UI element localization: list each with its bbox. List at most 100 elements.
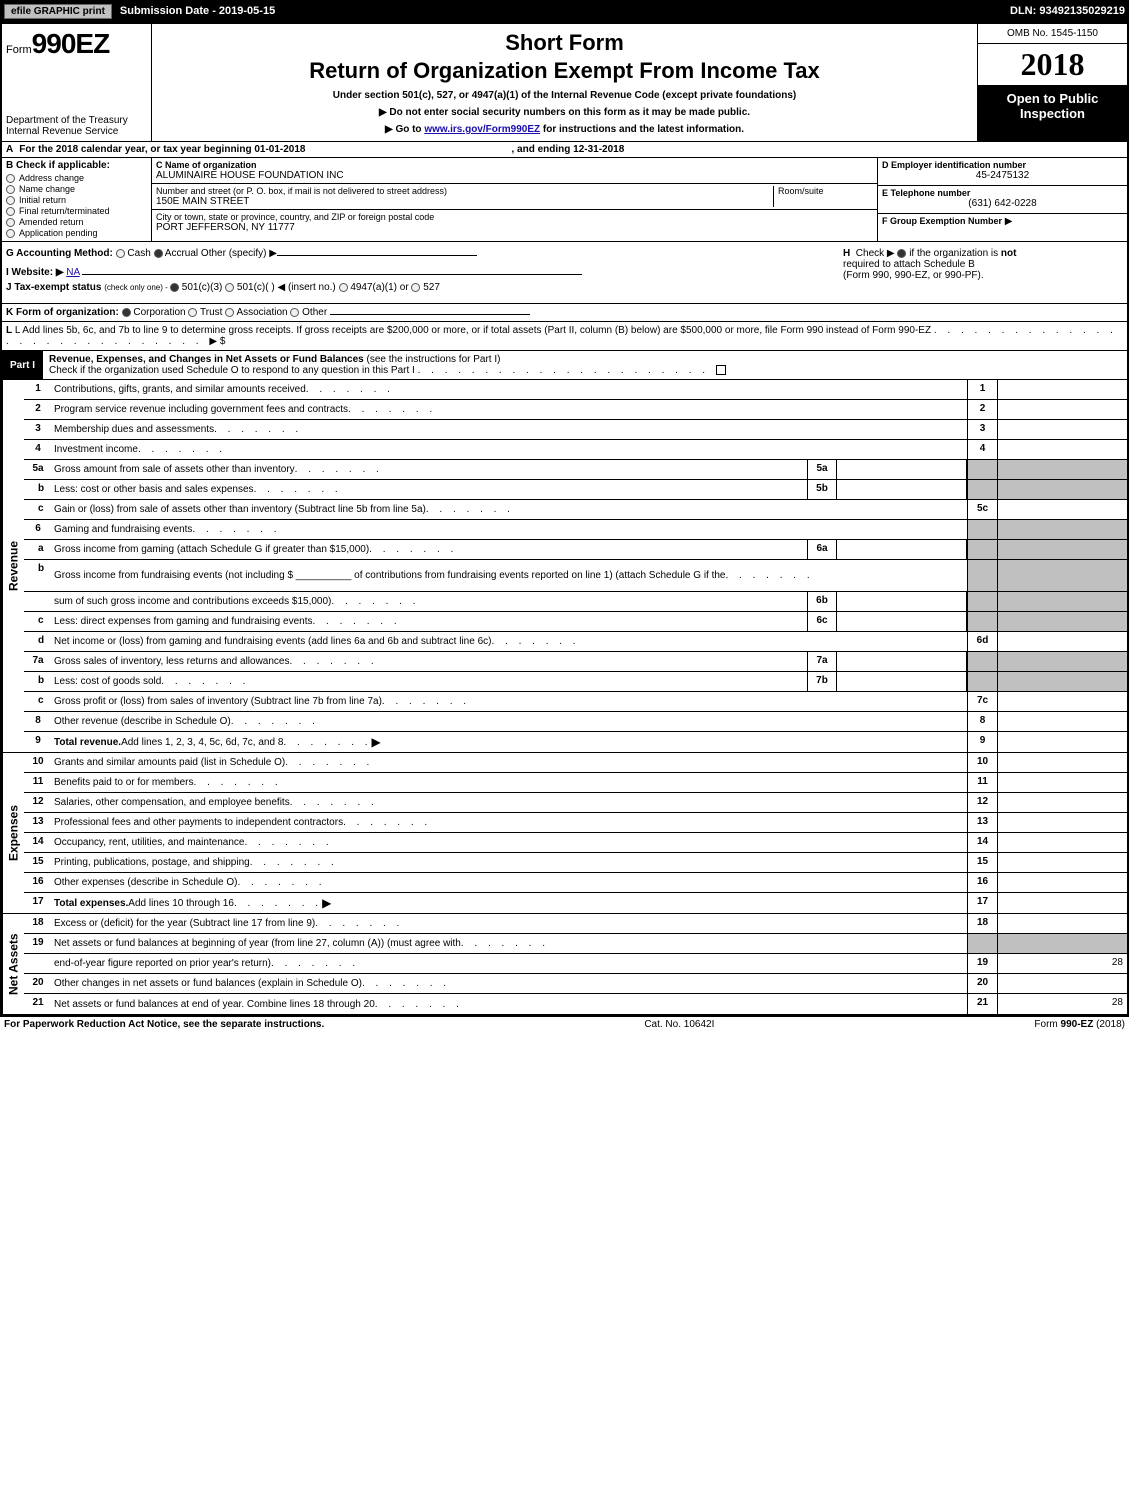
table-row: 16Other expenses (describe in Schedule O… xyxy=(24,873,1127,893)
k-corp-radio[interactable] xyxy=(122,308,131,317)
line-number: 15 xyxy=(24,853,52,872)
k-assoc-radio[interactable] xyxy=(225,308,234,317)
k-trust-radio[interactable] xyxy=(188,308,197,317)
table-row: 12Salaries, other compensation, and empl… xyxy=(24,793,1127,813)
line-number: 7a xyxy=(24,652,52,671)
table-row: 20Other changes in net assets or fund ba… xyxy=(24,974,1127,994)
line-text: Other changes in net assets or fund bala… xyxy=(52,974,967,993)
col-b-header: B Check if applicable: xyxy=(6,160,147,171)
dept-line-1: Department of the Treasury xyxy=(6,115,147,126)
checkbox[interactable] xyxy=(6,207,15,216)
city-label: City or town, state or province, country… xyxy=(156,212,873,222)
j-501c3-radio[interactable] xyxy=(170,283,179,292)
line-text: Gross income from fundraising events (no… xyxy=(52,560,967,591)
line-text: Other revenue (describe in Schedule O) .… xyxy=(52,712,967,731)
line-number: b xyxy=(24,480,52,499)
checkbox[interactable] xyxy=(6,185,15,194)
h-text3: (Form 990, 990-EZ, or 990-PF). xyxy=(843,270,1123,281)
h-not: not xyxy=(1001,248,1017,259)
column-def: D Employer identification number 45-2475… xyxy=(877,158,1127,241)
end-line-number: 12 xyxy=(967,793,997,812)
line-text: Less: cost or other basis and sales expe… xyxy=(52,480,807,499)
part-1-title-bold: Revenue, Expenses, and Changes in Net As… xyxy=(49,354,364,365)
line-number: 13 xyxy=(24,813,52,832)
end-value xyxy=(997,893,1127,913)
end-line-number: 7c xyxy=(967,692,997,711)
end-line-number: 6d xyxy=(967,632,997,651)
j-501c-radio[interactable] xyxy=(225,283,234,292)
table-row: 19Net assets or fund balances at beginni… xyxy=(24,934,1127,954)
goto-prefix: ▶ Go to xyxy=(385,124,424,135)
k-other-radio[interactable] xyxy=(290,308,299,317)
checkbox-label: Amended return xyxy=(19,217,84,227)
mid-value xyxy=(837,460,967,479)
checkbox-row: Initial return xyxy=(6,195,147,205)
table-row: cGain or (loss) from sale of assets othe… xyxy=(24,500,1127,520)
line-text: Total expenses. Add lines 10 through 16 … xyxy=(52,893,967,913)
end-value xyxy=(997,853,1127,872)
line-number: 11 xyxy=(24,773,52,792)
h-checkbox[interactable] xyxy=(897,249,906,258)
end-value xyxy=(997,793,1127,812)
no-ssn-line: ▶ Do not enter social security numbers o… xyxy=(160,107,969,118)
j-text: (check only one) - xyxy=(104,283,170,292)
line-number xyxy=(24,592,52,611)
line-text: sum of such gross income and contributio… xyxy=(52,592,807,611)
part-1-bar: Part I Revenue, Expenses, and Changes in… xyxy=(2,351,1127,380)
checkbox[interactable] xyxy=(6,174,15,183)
end-value xyxy=(997,632,1127,651)
open-to-public: Open to Public Inspection xyxy=(978,85,1127,141)
l-text: L Add lines 5b, 6c, and 7b to line 9 to … xyxy=(15,325,931,336)
end-line-number: 8 xyxy=(967,712,997,731)
row-a-text1: For the 2018 calendar year, or tax year … xyxy=(19,144,305,155)
checkbox-row: Final return/terminated xyxy=(6,206,147,216)
checkbox[interactable] xyxy=(6,229,15,238)
under-section-text: Under section 501(c), 527, or 4947(a)(1)… xyxy=(160,90,969,101)
j-4947-radio[interactable] xyxy=(339,283,348,292)
end-line-number xyxy=(967,560,997,591)
table-row: end-of-year figure reported on prior yea… xyxy=(24,954,1127,974)
i-line: I Website: ▶ NA xyxy=(6,267,843,278)
goto-link[interactable]: www.irs.gov/Form990EZ xyxy=(424,124,540,135)
end-line-number xyxy=(967,460,997,479)
accrual-radio[interactable] xyxy=(154,249,163,258)
end-value: 28 xyxy=(997,994,1127,1014)
netassets-side-label: Net Assets xyxy=(2,914,24,1014)
goto-line: ▶ Go to www.irs.gov/Form990EZ for instru… xyxy=(160,124,969,135)
efile-print-button[interactable]: efile GRAPHIC print xyxy=(4,4,112,19)
checkbox-row: Name change xyxy=(6,184,147,194)
line-number: 9 xyxy=(24,732,52,752)
checkbox[interactable] xyxy=(6,196,15,205)
line-number: 18 xyxy=(24,914,52,933)
line-number: 16 xyxy=(24,873,52,892)
mid-value xyxy=(837,612,967,631)
line-number: 5a xyxy=(24,460,52,479)
column-c: C Name of organization ALUMINAIRE HOUSE … xyxy=(152,158,877,241)
line-text: Gaming and fundraising events . . . . . … xyxy=(52,520,967,539)
line-number: 4 xyxy=(24,440,52,459)
cash-radio[interactable] xyxy=(116,249,125,258)
column-b: B Check if applicable: Address changeNam… xyxy=(2,158,152,241)
table-row: sum of such gross income and contributio… xyxy=(24,592,1127,612)
checkbox-row: Amended return xyxy=(6,217,147,227)
mid-line-number: 5b xyxy=(807,480,837,499)
line-number: 8 xyxy=(24,712,52,731)
mid-line-number: 6a xyxy=(807,540,837,559)
checkbox-row: Application pending xyxy=(6,228,147,238)
i-label: I Website: ▶ xyxy=(6,267,64,278)
line-text: Gain or (loss) from sale of assets other… xyxy=(52,500,967,519)
goto-suffix: for instructions and the latest informat… xyxy=(540,124,744,135)
line-text: Gross amount from sale of assets other t… xyxy=(52,460,807,479)
website-link[interactable]: NA xyxy=(66,267,79,278)
end-value xyxy=(997,692,1127,711)
end-line-number: 20 xyxy=(967,974,997,993)
j-527-radio[interactable] xyxy=(411,283,420,292)
part-1-title-rest: (see the instructions for Part I) xyxy=(364,354,501,365)
line-number: c xyxy=(24,692,52,711)
tax-year: 2018 xyxy=(978,44,1127,85)
part-1-checkbox[interactable] xyxy=(716,365,726,375)
line-number: 3 xyxy=(24,420,52,439)
end-value xyxy=(997,712,1127,731)
line-text: Net income or (loss) from gaming and fun… xyxy=(52,632,967,651)
checkbox[interactable] xyxy=(6,218,15,227)
